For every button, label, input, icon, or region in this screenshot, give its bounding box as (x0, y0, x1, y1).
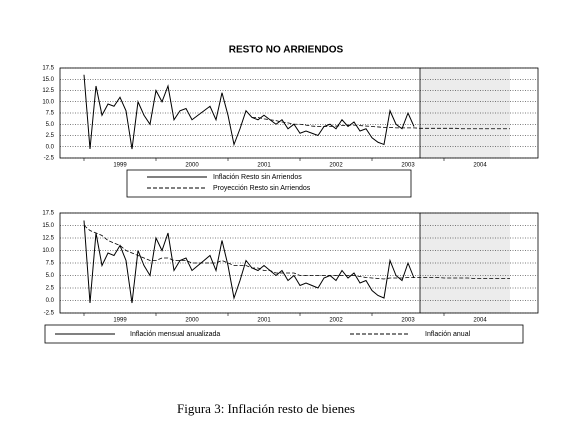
y-tick-label: 2.5 (46, 286, 55, 292)
chart-title: RESTO NO ARRIENDOS (229, 45, 344, 56)
legend-label: Inflación anual (425, 331, 471, 338)
x-tick-label: 2002 (329, 163, 343, 169)
plot-frame (59, 212, 539, 314)
x-tick-label: 2004 (473, 318, 487, 324)
plot-frame (59, 67, 539, 159)
y-tick-label: 2.5 (46, 133, 55, 139)
x-tick-label: 2003 (401, 318, 415, 324)
x-tick-label: 2001 (257, 163, 271, 169)
series-line (83, 225, 510, 280)
legend-label: Inflación mensual anualizada (130, 331, 220, 338)
x-tick-label: 2004 (473, 163, 487, 169)
y-tick-label: 5.0 (46, 273, 55, 279)
x-tick-label: 2001 (257, 318, 271, 324)
legend-label: Inflación Resto sin Arriendos (213, 174, 302, 181)
x-tick-label: 1999 (113, 318, 127, 324)
x-tick-label: 2002 (329, 318, 343, 324)
series-line (252, 117, 510, 130)
legend-box (126, 169, 412, 198)
y-tick-label: 17.5 (42, 211, 54, 217)
y-tick-label: 15.0 (42, 77, 54, 83)
x-tick-label: 2003 (401, 163, 415, 169)
y-tick-label: -2.5 (44, 156, 55, 162)
legend-label: Proyección Resto sin Arriendos (213, 185, 311, 192)
y-tick-label: 12.5 (42, 88, 54, 94)
x-tick-label: 1999 (113, 163, 127, 169)
y-tick-label: -2.5 (44, 311, 55, 317)
caption: Figura 3: Inflación resto de bienes (177, 401, 355, 416)
series-line (83, 220, 415, 304)
y-tick-label: 10.0 (42, 248, 54, 254)
legend-box (44, 324, 524, 344)
y-tick-label: 10.0 (42, 99, 54, 105)
y-tick-label: 15.0 (42, 223, 54, 229)
x-tick-label: 2000 (185, 318, 199, 324)
y-tick-label: 12.5 (42, 236, 54, 242)
y-tick-label: 7.5 (46, 261, 55, 267)
series-line (83, 74, 415, 150)
y-tick-label: 0.0 (46, 144, 55, 150)
y-tick-label: 7.5 (46, 111, 55, 117)
y-tick-label: 5.0 (46, 122, 55, 128)
x-tick-label: 2000 (185, 163, 199, 169)
y-tick-label: 17.5 (42, 66, 54, 72)
y-tick-label: 0.0 (46, 298, 55, 304)
